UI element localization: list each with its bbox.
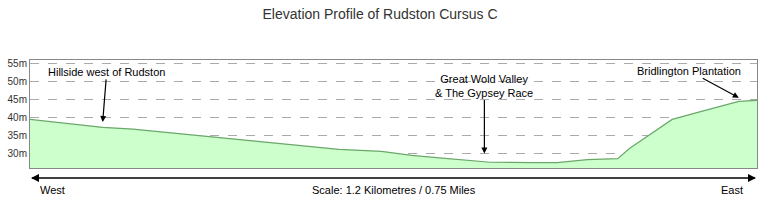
svg-text:30m: 30m <box>8 148 27 159</box>
svg-text:Scale: 1.2 Kilometres / 0.75 M: Scale: 1.2 Kilometres / 0.75 Miles <box>312 184 476 196</box>
svg-text:Great Wold Valley& The Gypsey: Great Wold Valley& The Gypsey Race <box>435 73 533 99</box>
svg-text:West: West <box>40 184 65 196</box>
svg-text:Elevation Profile of Rudston C: Elevation Profile of Rudston Cursus C <box>263 6 498 22</box>
svg-text:East: East <box>721 184 743 196</box>
svg-text:55m: 55m <box>8 58 27 69</box>
svg-text:45m: 45m <box>8 94 27 105</box>
svg-text:35m: 35m <box>8 130 27 141</box>
svg-text:40m: 40m <box>8 112 27 123</box>
svg-text:Hillside west of Rudston: Hillside west of Rudston <box>48 66 165 78</box>
svg-text:50m: 50m <box>8 76 27 87</box>
svg-text:Bridlington Plantation: Bridlington Plantation <box>637 65 741 77</box>
